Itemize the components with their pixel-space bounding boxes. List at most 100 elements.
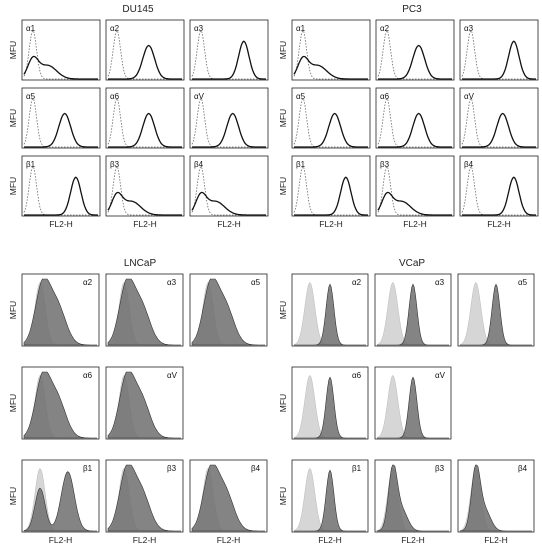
isotype-curve xyxy=(461,165,536,216)
marker-label: β1 xyxy=(83,464,93,473)
histogram-cell-du145-2-1 xyxy=(105,155,185,217)
x-axis-label: FL2-H xyxy=(484,535,508,545)
marker-label: αV xyxy=(194,92,205,101)
marker-label: β4 xyxy=(251,464,261,473)
sample-fill xyxy=(23,471,97,532)
x-axis-label: FL2-H xyxy=(401,535,425,545)
histogram-cell-lncap-2-2 xyxy=(189,459,268,533)
sample-curve xyxy=(462,40,536,80)
marker-label: β4 xyxy=(464,160,474,169)
sample-curve xyxy=(191,191,266,216)
marker-label: β3 xyxy=(380,160,390,169)
histogram-cell-lncap-0-1 xyxy=(105,273,184,347)
histogram-cell-lncap-1-0 xyxy=(21,366,100,440)
histogram-cell-lncap-0-0 xyxy=(21,273,100,347)
y-axis-label: MFU xyxy=(278,41,288,59)
marker-label: α5 xyxy=(296,92,306,101)
sample-curve xyxy=(108,44,182,80)
histogram-cell-du145-0-0 xyxy=(21,19,101,81)
marker-label: α2 xyxy=(83,278,93,287)
isotype-curve xyxy=(461,29,536,80)
histogram-layer xyxy=(21,19,539,533)
marker-label: α6 xyxy=(110,92,120,101)
sample-fill xyxy=(294,376,366,439)
histogram-frame xyxy=(21,19,101,81)
histogram-frame xyxy=(189,19,269,81)
histogram-cell-pc3-2-2 xyxy=(459,155,539,217)
marker-label: α1 xyxy=(26,24,36,33)
histogram-frame xyxy=(291,155,371,217)
y-axis-label: MFU xyxy=(278,177,288,195)
y-axis-label: MFU xyxy=(8,301,18,319)
marker-label: β4 xyxy=(518,464,528,473)
histogram-cell-du145-1-1 xyxy=(105,87,185,149)
histogram-frame xyxy=(459,155,539,217)
sample-curve xyxy=(378,44,452,80)
marker-label: α2 xyxy=(380,24,390,33)
sample-curve xyxy=(192,40,266,80)
marker-label: α3 xyxy=(194,24,204,33)
marker-label: α5 xyxy=(26,92,36,101)
marker-label: α3 xyxy=(464,24,474,33)
marker-label: α3 xyxy=(167,278,177,287)
marker-label: α6 xyxy=(83,371,93,380)
x-axis-label: FL2-H xyxy=(319,219,343,229)
x-axis-label: FL2-H xyxy=(318,535,342,545)
histogram-cell-vcap-2-2 xyxy=(457,459,535,533)
panel-title-pc3: PC3 xyxy=(402,4,422,15)
y-axis-label: MFU xyxy=(278,487,288,505)
sample-curve xyxy=(462,112,536,148)
histogram-cell-lncap-2-0 xyxy=(21,459,100,533)
marker-label: β1 xyxy=(352,464,362,473)
marker-label: α2 xyxy=(110,24,120,33)
histogram-cell-vcap-1-0 xyxy=(291,366,369,440)
sample-curve xyxy=(294,112,368,148)
panel-title-du145: DU145 xyxy=(122,4,154,15)
sample-fill xyxy=(460,283,532,346)
histogram-cell-vcap-0-0 xyxy=(291,273,369,347)
histogram-cell-pc3-0-0 xyxy=(291,19,371,81)
sample-curve xyxy=(294,176,368,216)
y-axis-label: MFU xyxy=(278,109,288,127)
sample-curve xyxy=(377,191,452,216)
sample-fill xyxy=(376,464,449,532)
marker-label: α3 xyxy=(435,278,445,287)
sample-fill xyxy=(23,371,97,439)
histogram-cell-vcap-2-1 xyxy=(374,459,452,533)
y-axis-label: MFU xyxy=(8,487,18,505)
panel-title-lncap: LNCaP xyxy=(124,258,157,269)
sample-curve xyxy=(24,176,98,216)
marker-label: α6 xyxy=(380,92,390,101)
histogram-cell-vcap-0-2 xyxy=(457,273,535,347)
y-axis-label: MFU xyxy=(8,177,18,195)
sample-fill xyxy=(294,283,366,346)
y-axis-label: MFU xyxy=(278,301,288,319)
panel-title-vcap: VCaP xyxy=(399,258,425,269)
sample-curve xyxy=(462,176,536,216)
histogram-cell-pc3-0-1 xyxy=(375,19,455,81)
sample-fill xyxy=(294,469,366,532)
marker-label: β1 xyxy=(296,160,306,169)
sample-curve xyxy=(107,191,182,216)
x-axis-label: FL2-H xyxy=(49,219,73,229)
x-axis-label: FL2-H xyxy=(217,535,241,545)
histogram-cell-pc3-2-1 xyxy=(375,155,455,217)
histogram-frame xyxy=(375,155,455,217)
histogram-cell-du145-1-0 xyxy=(21,87,101,149)
histogram-cell-lncap-1-1 xyxy=(105,366,184,440)
marker-label: αV xyxy=(464,92,475,101)
histogram-cell-pc3-2-0 xyxy=(291,155,371,217)
sample-curve xyxy=(108,112,182,148)
marker-label: α6 xyxy=(352,371,362,380)
marker-label: αV xyxy=(167,371,178,380)
sample-fill xyxy=(23,278,97,346)
y-axis-label: MFU xyxy=(8,109,18,127)
histogram-cell-pc3-1-0 xyxy=(291,87,371,149)
histogram-cell-du145-2-0 xyxy=(21,155,101,217)
histogram-cell-du145-0-1 xyxy=(105,19,185,81)
histogram-cell-lncap-2-1 xyxy=(105,459,184,533)
sample-fill xyxy=(107,371,181,439)
histogram-cell-vcap-0-1 xyxy=(374,273,452,347)
marker-label: α2 xyxy=(352,278,362,287)
marker-label: α5 xyxy=(518,278,528,287)
